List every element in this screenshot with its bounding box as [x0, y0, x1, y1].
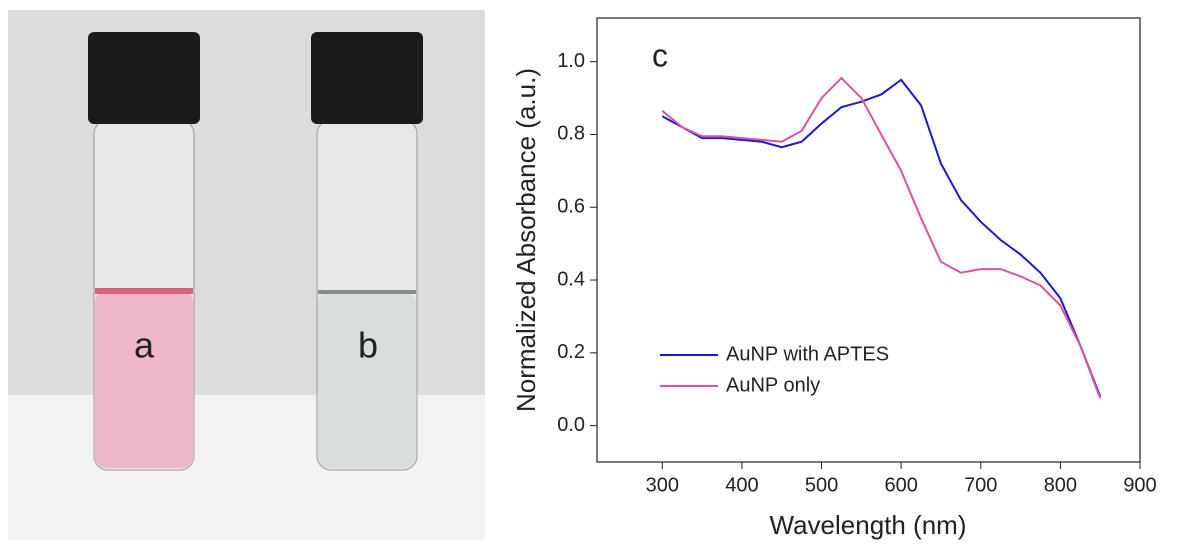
meniscus [318, 290, 416, 294]
x-tick-label: 500 [805, 474, 838, 496]
chart: c Wavelength (nm) Normalized Absorbance … [511, 17, 1157, 540]
y-tick-label: 0.6 [557, 196, 585, 218]
y-tick-label: 0.0 [557, 414, 585, 436]
vial-liquid [318, 292, 416, 468]
vial-cap [311, 32, 423, 124]
vial-cap [88, 32, 200, 124]
plot-frame [596, 17, 1141, 463]
legend-label: AuNP only [726, 374, 820, 396]
x-tick-label: 800 [1044, 474, 1077, 496]
vial-label: a [134, 325, 155, 366]
meniscus [95, 288, 193, 294]
panel-label: c [652, 37, 668, 73]
x-tick-label: 600 [884, 474, 917, 496]
y-tick-label: 0.4 [557, 268, 585, 290]
y-tick-label: 1.0 [557, 50, 585, 72]
vial-liquid [95, 290, 193, 468]
y-tick-label: 0.8 [557, 123, 585, 145]
x-tick-label: 700 [964, 474, 997, 496]
y-tick-label: 0.2 [557, 341, 585, 363]
x-tick-label: 300 [646, 474, 679, 496]
x-tick-label: 900 [1123, 474, 1156, 496]
photo: a b [8, 10, 485, 540]
x-axis-label: Wavelength (nm) [770, 510, 967, 540]
series-line [661, 78, 1102, 397]
series-line [661, 76, 1102, 399]
vial-label: b [358, 325, 378, 366]
y-axis-label: Normalized Absorbance (a.u.) [511, 68, 541, 412]
legend-label: AuNP with APTES [726, 343, 889, 365]
x-tick-label: 400 [725, 474, 758, 496]
